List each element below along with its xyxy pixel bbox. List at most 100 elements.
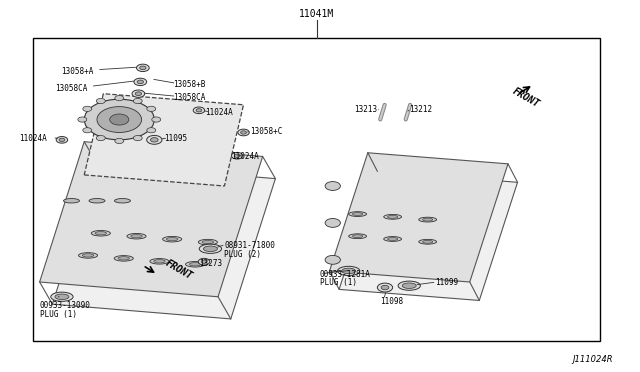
Circle shape bbox=[56, 137, 68, 143]
Ellipse shape bbox=[422, 240, 433, 243]
Circle shape bbox=[378, 283, 393, 292]
Text: 13212: 13212 bbox=[409, 105, 433, 114]
Circle shape bbox=[84, 99, 154, 140]
Text: 11041M: 11041M bbox=[299, 9, 335, 19]
Circle shape bbox=[97, 107, 141, 132]
Ellipse shape bbox=[150, 259, 169, 264]
Text: 13058+A: 13058+A bbox=[61, 67, 94, 76]
Circle shape bbox=[109, 114, 129, 125]
Circle shape bbox=[150, 138, 158, 142]
Ellipse shape bbox=[202, 240, 214, 244]
Ellipse shape bbox=[388, 237, 397, 240]
Ellipse shape bbox=[198, 239, 218, 245]
Circle shape bbox=[193, 107, 205, 113]
Text: PLUG (2): PLUG (2) bbox=[225, 250, 261, 259]
Ellipse shape bbox=[166, 237, 178, 241]
Circle shape bbox=[325, 256, 340, 264]
Text: 11098: 11098 bbox=[381, 297, 404, 306]
Ellipse shape bbox=[63, 199, 79, 203]
Ellipse shape bbox=[118, 257, 129, 260]
Ellipse shape bbox=[342, 268, 356, 274]
Ellipse shape bbox=[154, 260, 165, 263]
Polygon shape bbox=[52, 164, 275, 319]
Circle shape bbox=[238, 129, 249, 136]
Circle shape bbox=[134, 78, 147, 86]
Ellipse shape bbox=[186, 262, 205, 267]
Circle shape bbox=[97, 99, 105, 103]
Circle shape bbox=[201, 260, 207, 263]
Polygon shape bbox=[339, 171, 518, 301]
Ellipse shape bbox=[51, 292, 73, 301]
Text: 13058CA: 13058CA bbox=[55, 84, 88, 93]
Ellipse shape bbox=[79, 253, 98, 258]
Circle shape bbox=[325, 182, 340, 190]
Circle shape bbox=[83, 106, 92, 112]
Circle shape bbox=[115, 138, 124, 144]
Circle shape bbox=[241, 131, 246, 134]
Ellipse shape bbox=[189, 263, 201, 266]
Text: 11024A: 11024A bbox=[19, 134, 47, 142]
Circle shape bbox=[59, 138, 65, 141]
Text: 13058+B: 13058+B bbox=[173, 80, 206, 89]
Text: 11024A: 11024A bbox=[231, 152, 259, 161]
Ellipse shape bbox=[422, 218, 433, 221]
Text: 11095: 11095 bbox=[164, 134, 187, 143]
Text: 00933-13090: 00933-13090 bbox=[40, 301, 90, 311]
Ellipse shape bbox=[388, 215, 397, 218]
Text: 11024A: 11024A bbox=[205, 108, 233, 117]
Circle shape bbox=[133, 99, 142, 103]
Ellipse shape bbox=[114, 256, 133, 261]
Circle shape bbox=[97, 135, 105, 141]
Circle shape bbox=[196, 109, 202, 112]
Circle shape bbox=[147, 135, 162, 144]
Text: J111024R: J111024R bbox=[573, 355, 613, 364]
Circle shape bbox=[234, 154, 240, 157]
Ellipse shape bbox=[95, 232, 106, 235]
Circle shape bbox=[140, 66, 146, 70]
Circle shape bbox=[232, 153, 243, 159]
Ellipse shape bbox=[83, 254, 94, 257]
Text: 13058+C: 13058+C bbox=[250, 127, 282, 136]
Circle shape bbox=[83, 128, 92, 133]
Bar bbox=[33, 38, 600, 341]
Circle shape bbox=[381, 285, 389, 290]
Text: PLUG (1): PLUG (1) bbox=[40, 310, 77, 319]
Ellipse shape bbox=[89, 199, 105, 203]
Circle shape bbox=[133, 135, 142, 141]
Circle shape bbox=[147, 128, 156, 133]
Text: 13213: 13213 bbox=[354, 105, 378, 114]
Ellipse shape bbox=[349, 212, 367, 217]
Ellipse shape bbox=[204, 246, 218, 251]
Ellipse shape bbox=[398, 281, 420, 290]
Text: 13273: 13273 bbox=[199, 259, 222, 268]
Ellipse shape bbox=[131, 235, 142, 238]
Ellipse shape bbox=[419, 217, 436, 222]
Ellipse shape bbox=[55, 294, 69, 299]
Ellipse shape bbox=[199, 244, 221, 253]
Ellipse shape bbox=[349, 234, 367, 238]
Ellipse shape bbox=[419, 239, 436, 244]
Ellipse shape bbox=[115, 199, 131, 203]
Ellipse shape bbox=[92, 231, 110, 236]
Circle shape bbox=[147, 106, 156, 112]
Ellipse shape bbox=[353, 212, 363, 215]
Circle shape bbox=[135, 92, 141, 96]
Circle shape bbox=[115, 96, 124, 101]
Polygon shape bbox=[84, 94, 244, 186]
Text: FRONT: FRONT bbox=[511, 86, 541, 109]
Ellipse shape bbox=[127, 234, 146, 239]
Circle shape bbox=[152, 117, 161, 122]
Polygon shape bbox=[40, 142, 262, 297]
Polygon shape bbox=[330, 153, 508, 282]
Ellipse shape bbox=[384, 237, 401, 241]
Text: 11099: 11099 bbox=[435, 278, 458, 287]
Circle shape bbox=[78, 117, 87, 122]
Text: FRONT: FRONT bbox=[164, 259, 195, 282]
Circle shape bbox=[132, 90, 145, 97]
Ellipse shape bbox=[353, 235, 363, 238]
Circle shape bbox=[136, 64, 149, 71]
Text: PLUG (1): PLUG (1) bbox=[320, 278, 357, 287]
Circle shape bbox=[137, 80, 143, 84]
Text: 13058CA: 13058CA bbox=[173, 93, 206, 102]
Circle shape bbox=[198, 259, 210, 265]
